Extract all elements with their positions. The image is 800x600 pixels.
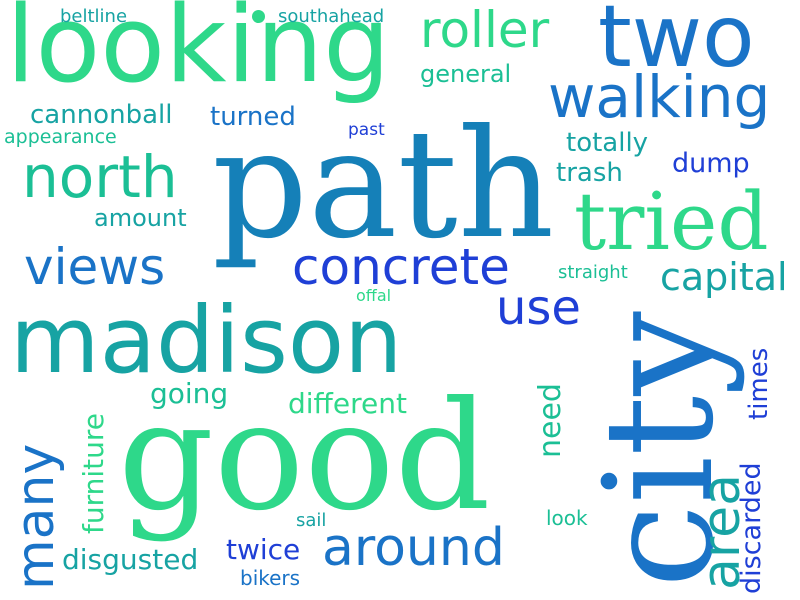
word-different: different (288, 387, 407, 420)
word-furniture: furniture (77, 413, 110, 534)
word-southahead: southahead (278, 6, 385, 27)
word-tried: tried (574, 175, 769, 268)
word-trash: trash (556, 158, 623, 188)
word-views: views (24, 238, 166, 296)
word-totally: totally (566, 128, 649, 158)
word-two: two (598, 0, 755, 87)
word-disgusted: disgusted (62, 543, 199, 576)
word-twice: twice (226, 533, 301, 566)
word-cannonball: cannonball (30, 100, 173, 130)
word-offal: offal (356, 286, 392, 305)
word-appearance: appearance (4, 126, 117, 148)
dot-mark (252, 10, 265, 23)
word-roller: roller (420, 1, 550, 59)
word-good: good (118, 370, 491, 544)
word-times: times (744, 347, 774, 420)
word-sail: sail (296, 510, 327, 531)
word-walking: walking (548, 63, 771, 131)
word-past: past (348, 120, 385, 140)
word-need: need (533, 383, 568, 458)
word-around: around (322, 518, 505, 578)
word-use: use (496, 280, 581, 336)
word-concrete: concrete (292, 238, 510, 296)
word-straight: straight (558, 262, 628, 283)
word-dump: dump (672, 148, 750, 179)
word-amount: amount (94, 204, 187, 232)
word-general: general (420, 60, 512, 88)
word-many: many (6, 443, 66, 590)
word-going: going (150, 377, 229, 410)
word-looking: looking (6, 0, 391, 106)
word-discarded: discarded (736, 462, 767, 594)
word-madison: madison (10, 287, 403, 394)
word-bikers: bikers (240, 566, 301, 590)
word-path: path (212, 98, 555, 272)
word-beltline: beltline (60, 6, 128, 27)
word-turned: turned (210, 102, 296, 132)
word-north: north (22, 143, 178, 211)
word-look: look (546, 506, 588, 530)
word-capital: capital (660, 255, 788, 299)
